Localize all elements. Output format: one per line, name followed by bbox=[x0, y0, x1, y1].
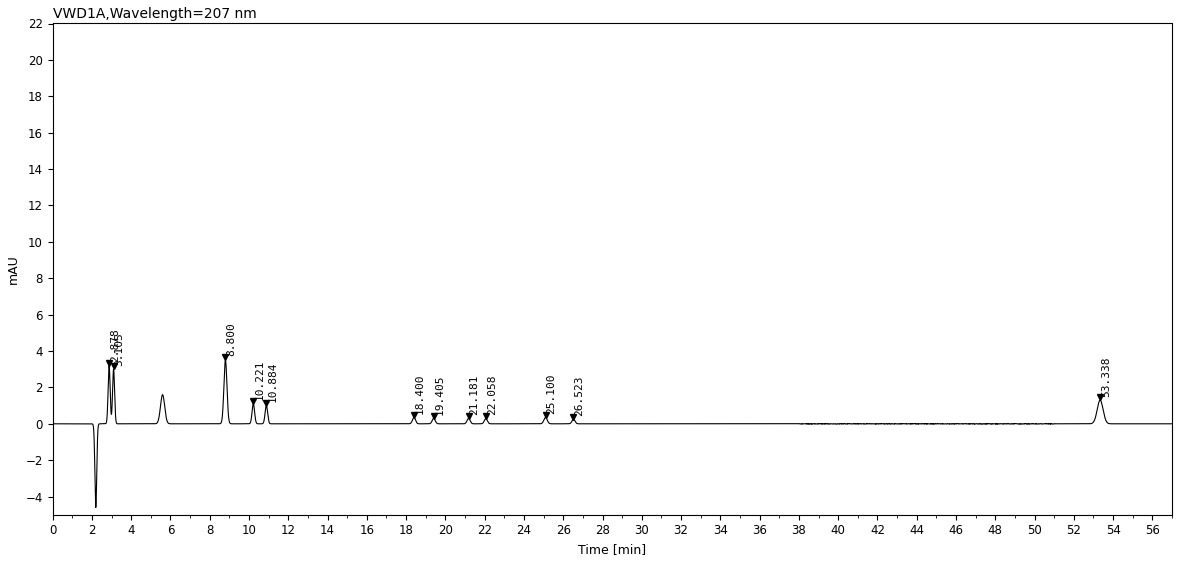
Text: 10.884: 10.884 bbox=[268, 361, 277, 402]
Text: 3.105: 3.105 bbox=[114, 332, 125, 365]
Text: 25.100: 25.100 bbox=[547, 373, 556, 414]
Text: 53.338: 53.338 bbox=[1101, 356, 1111, 396]
X-axis label: Time [min]: Time [min] bbox=[578, 543, 646, 556]
Y-axis label: mAU: mAU bbox=[7, 254, 20, 284]
Text: 19.405: 19.405 bbox=[435, 374, 444, 415]
Text: 18.400: 18.400 bbox=[415, 373, 424, 414]
Text: 8.800: 8.800 bbox=[226, 323, 237, 356]
Text: 26.523: 26.523 bbox=[574, 375, 585, 415]
Text: VWD1A,Wavelength=207 nm: VWD1A,Wavelength=207 nm bbox=[53, 7, 256, 21]
Text: 21.181: 21.181 bbox=[469, 374, 480, 415]
Text: 2.878: 2.878 bbox=[110, 328, 120, 362]
Text: 22.058: 22.058 bbox=[487, 374, 496, 415]
Text: 10.221: 10.221 bbox=[255, 360, 264, 400]
